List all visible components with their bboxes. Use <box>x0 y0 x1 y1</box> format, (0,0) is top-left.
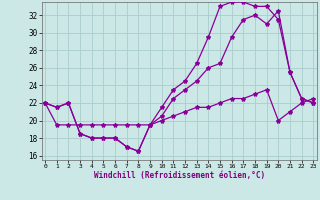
X-axis label: Windchill (Refroidissement éolien,°C): Windchill (Refroidissement éolien,°C) <box>94 171 265 180</box>
